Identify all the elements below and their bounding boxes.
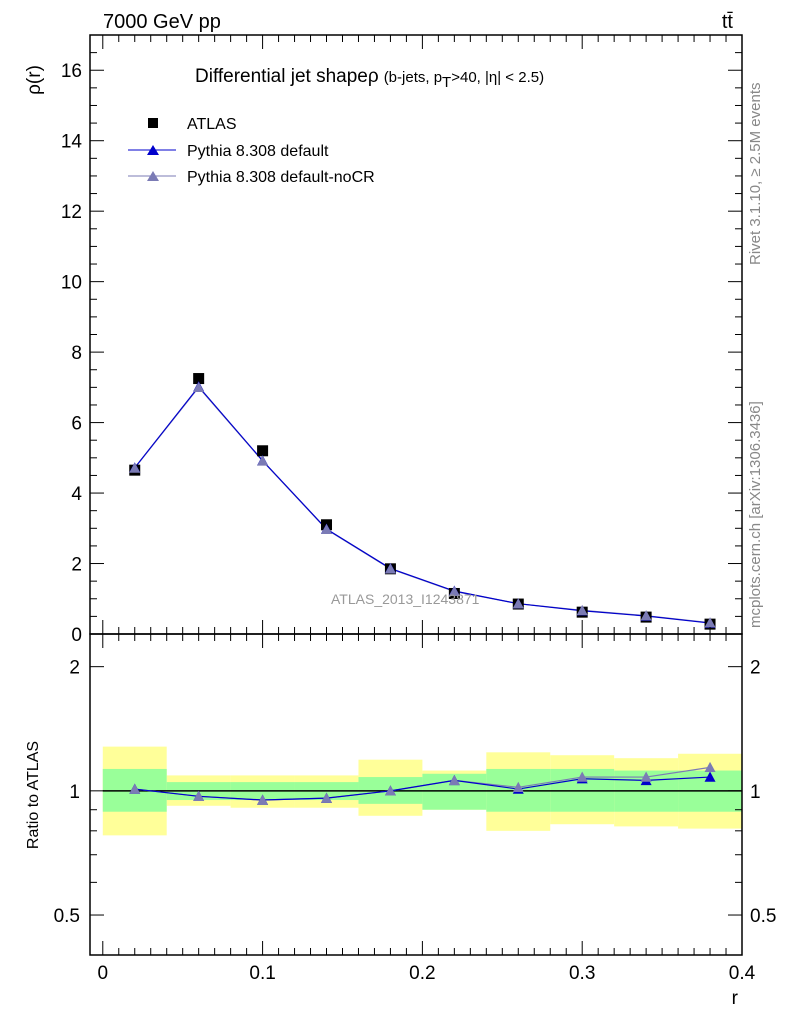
- process-label: tt̄: [722, 11, 734, 33]
- series-line-default: [134, 385, 711, 624]
- y-tick-label: 4: [71, 484, 82, 505]
- data-point-nocr: [640, 610, 652, 621]
- data-point-nocr: [384, 563, 396, 574]
- analysis-watermark: ATLAS_2013_I1243871: [331, 591, 480, 607]
- ratio-point-nocr: [576, 771, 588, 782]
- y-tick-label: 0: [71, 625, 82, 646]
- main-y-axis: 0 2 4 6 8 10 12 14 16: [61, 34, 742, 646]
- data-point-nocr: [321, 523, 333, 535]
- x-tick-label: 0.2: [409, 963, 435, 984]
- legend-label-default: Pythia 8.308 default: [187, 143, 329, 160]
- ratio-point-nocr: [321, 792, 333, 803]
- y-tick-label: 1: [750, 782, 761, 803]
- data-point-nocr: [193, 381, 205, 393]
- ratio-point-nocr: [704, 761, 716, 773]
- series-line-nocr: [134, 386, 711, 624]
- rivet-label: Rivet 3.1.10, ≥ 2.5M events: [747, 83, 764, 266]
- y-tick-label: 2: [71, 555, 82, 576]
- x-tick-label: 0: [97, 963, 108, 984]
- energy-label: 7000 GeV pp: [103, 11, 221, 33]
- data-point-nocr: [512, 598, 524, 609]
- ratio-point-default: [704, 771, 716, 782]
- ratio-point-nocr: [640, 771, 652, 782]
- main-x-ticks: [102, 35, 743, 634]
- mcplots-label: mcplots.cern.ch [arXiv:1306.3436]: [747, 401, 764, 628]
- y-tick-label: 16: [61, 61, 82, 82]
- y-tick-label: 2: [69, 658, 80, 679]
- legend-label-atlas: ATLAS: [187, 116, 237, 133]
- ratio-x-axis: 0 0.1 0.2 0.3 0.4: [97, 634, 756, 984]
- y-tick-label: 0.5: [54, 906, 80, 927]
- ratio-y-axis-label: Ratio to ATLAS: [25, 741, 42, 849]
- ratio-point-nocr: [384, 785, 396, 796]
- ratio-point-nocr: [257, 794, 269, 805]
- legend-marker-default: [147, 145, 159, 155]
- x-tick-label: 0.3: [569, 963, 595, 984]
- data-point-atlas: [193, 373, 205, 385]
- data-point-nocr: [257, 455, 269, 466]
- ratio-frame: [89, 633, 743, 956]
- ratio-y-axis: 0.5 0.5 1 1 2 2: [54, 658, 776, 956]
- main-y-axis-label: ρ(r): [24, 65, 45, 95]
- legend-label-nocr: Pythia 8.308 default-noCR: [187, 169, 375, 186]
- legend-marker-atlas: [148, 118, 158, 128]
- main-title: Differential jet shapeρ (b-jets, pT>40, |…: [195, 66, 544, 91]
- legend: ATLAS Pythia 8.308 default Pythia 8.308 …: [128, 116, 375, 186]
- data-point-nocr: [576, 604, 588, 616]
- x-axis-label: r: [732, 988, 739, 1009]
- ratio-point-nocr: [448, 774, 460, 786]
- data-point-nocr: [129, 462, 141, 473]
- x-tick-label: 0.4: [729, 963, 756, 984]
- y-tick-label: 10: [61, 273, 82, 294]
- y-tick-label: 8: [71, 343, 82, 364]
- data-point-nocr: [448, 585, 460, 597]
- legend-marker-nocr: [147, 171, 159, 181]
- y-tick-label: 0.5: [750, 906, 776, 927]
- ratio-point-nocr: [129, 783, 141, 794]
- ratio-point-nocr: [193, 790, 205, 801]
- ratio-marks: [129, 761, 716, 805]
- main-panel: 0 2 4 6 8 10 12 14 16 ρ(r) Differential jet shap…: [24, 34, 743, 646]
- y-tick-label: 6: [71, 414, 82, 435]
- y-tick-label: 14: [61, 132, 83, 153]
- y-tick-label: 2: [750, 658, 761, 679]
- data-point-nocr: [704, 617, 716, 628]
- y-tick-label: 12: [61, 202, 82, 223]
- data-point-atlas: [257, 445, 269, 457]
- y-tick-label: 1: [69, 782, 80, 803]
- x-tick-label: 0.1: [249, 963, 275, 984]
- ratio-line-default: [134, 776, 711, 801]
- main-marks: [129, 373, 716, 630]
- ratio-point-nocr: [512, 781, 524, 792]
- ratio-panel: 0.5 0.51 12 2 0 0.1 0.2 0.3 0.4 Ratio to ATLAS …: [25, 633, 776, 1009]
